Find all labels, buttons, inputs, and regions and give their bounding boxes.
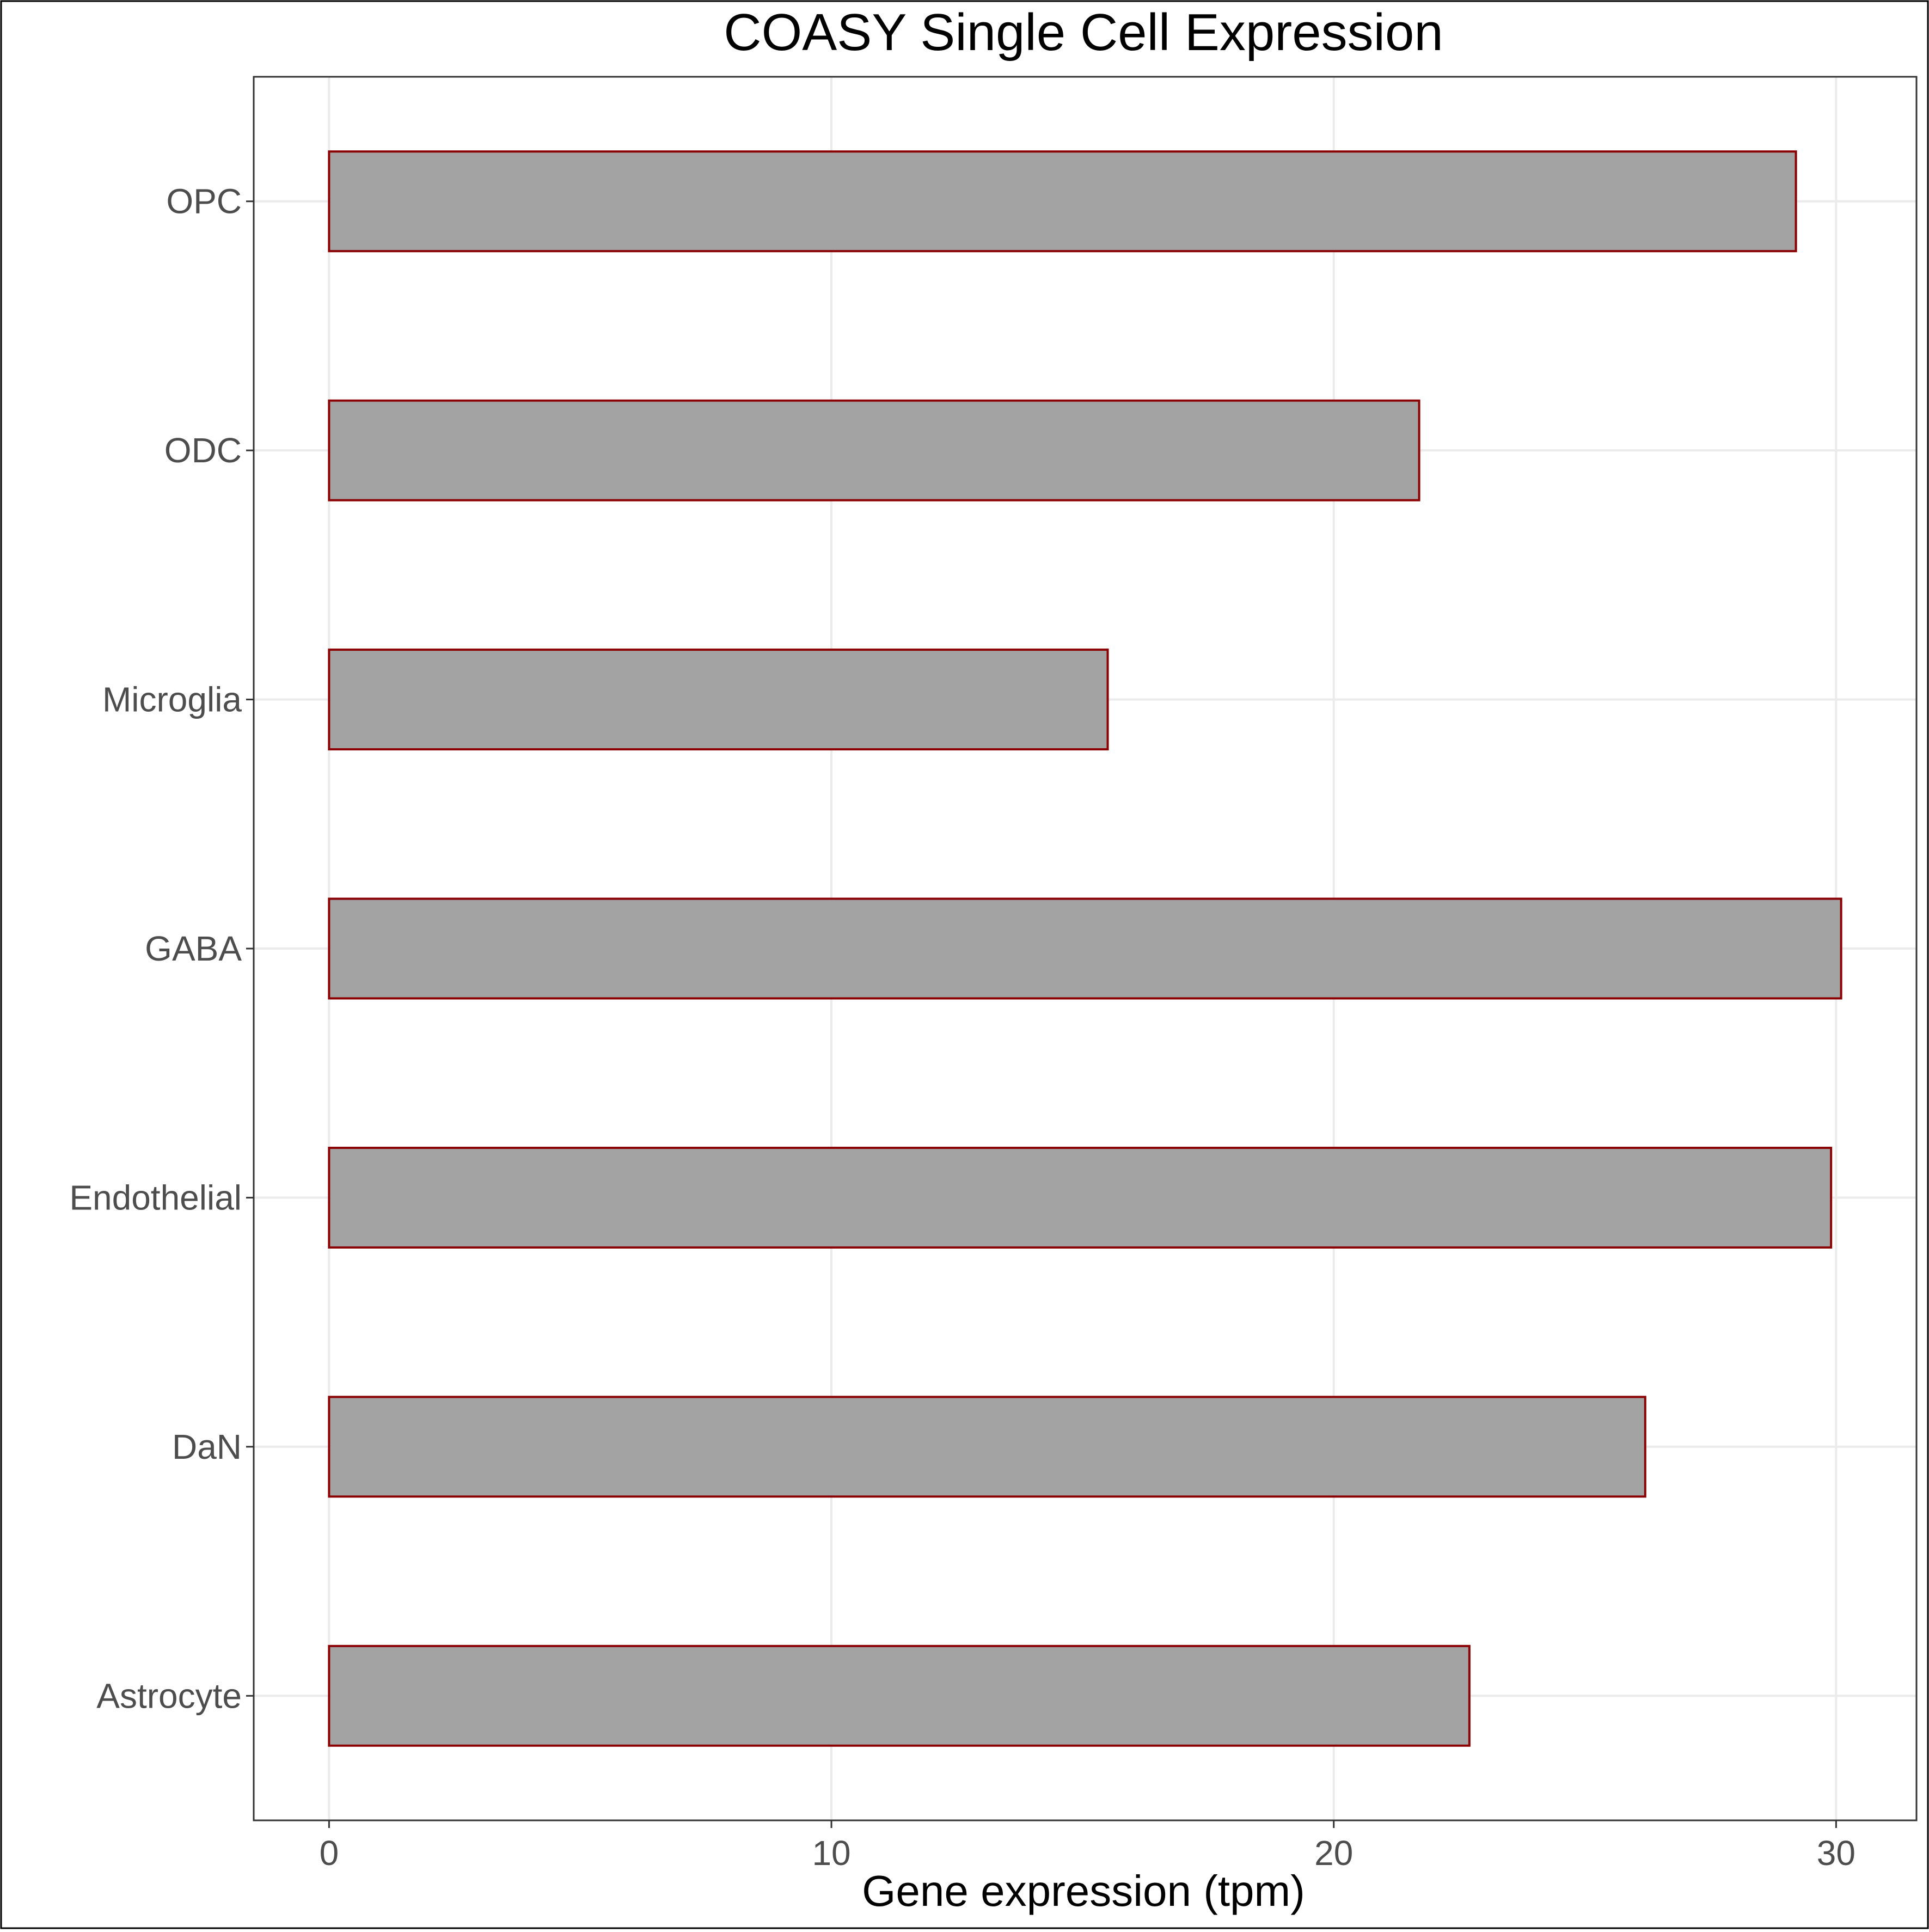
y-tick-label: DaN [172,1427,242,1466]
y-tick-label: Astrocyte [96,1676,242,1715]
y-tick-label: Microglia [102,680,242,719]
bar-dan [328,1396,1646,1498]
y-tick-label: OPC [166,182,242,221]
y-tick-label: Endothelial [69,1178,242,1217]
bar-microglia [328,649,1109,751]
y-tick-label: GABA [145,929,242,968]
bar-opc [328,150,1797,253]
chart-title: COASY Single Cell Expression [724,3,1443,62]
y-axis-ticks: Astrocyte DaN Endothelial GABA Microglia ODC O… [69,182,254,1715]
x-tick-label: 30 [1817,1833,1855,1873]
bar-endothelial [328,1146,1833,1249]
bar-gaba [328,897,1842,1000]
bars [328,150,1842,1747]
x-axis-ticks: 0 10 20 30 [320,1820,1855,1873]
y-tick-label: ODC [164,431,242,470]
x-axis-title: Gene expression (tpm) [862,1867,1305,1915]
bar-astrocyte [328,1644,1471,1747]
x-tick-label: 10 [812,1833,850,1873]
bar-odc [328,399,1420,502]
x-tick-label: 20 [1314,1833,1353,1873]
x-tick-label: 0 [320,1833,339,1873]
